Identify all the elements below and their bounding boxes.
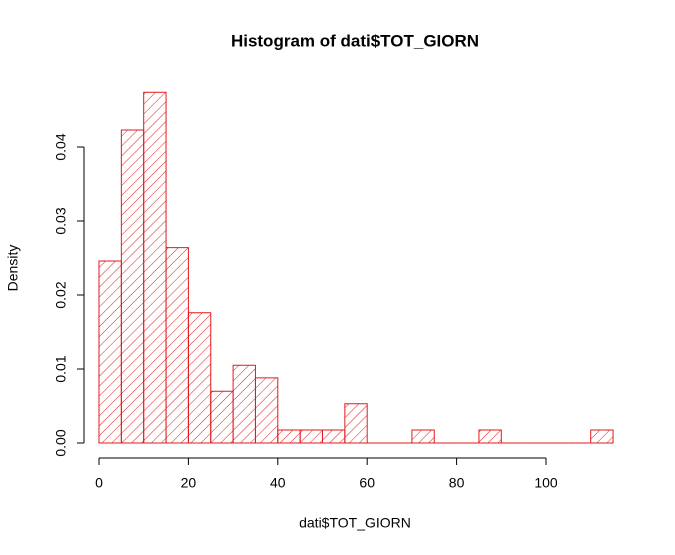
y-tick-label: 0.02 [53,281,69,308]
x-tick-label: 40 [270,475,286,491]
bar [344,403,368,444]
bar [322,429,346,444]
x-tick-label: 100 [534,475,558,491]
y-axis-label: Density [5,245,21,292]
bar [98,260,122,444]
x-tick-label: 20 [181,475,197,491]
bar [165,247,189,444]
bar [120,129,145,444]
bar [143,91,167,444]
bar [254,377,279,444]
y-tick-label: 0.04 [53,133,69,160]
bar [299,429,323,444]
bar [478,429,502,444]
y-tick-label: 0.00 [53,429,69,456]
x-tick-label: 0 [95,475,103,491]
x-tick-label: 60 [359,475,375,491]
y-tick-label: 0.01 [53,355,69,382]
bar [187,312,212,444]
bar [232,364,256,444]
bar [210,390,234,444]
chart-title: Histogram of dati$TOT_GIORN [231,31,479,50]
x-axis-label: dati$TOT_GIORN [299,515,411,531]
bar [590,429,614,444]
y-tick-label: 0.03 [53,207,69,234]
bar [411,429,435,444]
bar [277,429,301,444]
x-tick-label: 80 [449,475,465,491]
